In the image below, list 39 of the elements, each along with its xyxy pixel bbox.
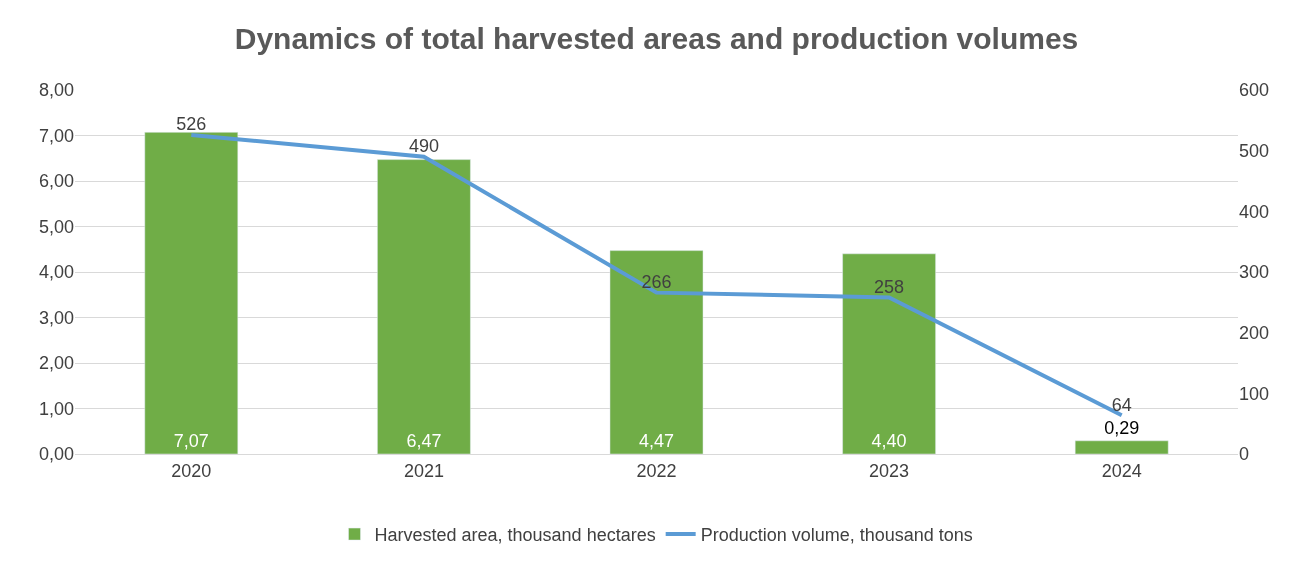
chart-title: Dynamics of total harvested areas and production volumes [234,22,1079,56]
data-label: 258 [874,276,905,297]
y2-tick-label: 100 [1239,383,1270,404]
y-tick-label: 6,00 [38,171,74,192]
y2-tick-label: 400 [1239,201,1270,222]
y2-tick-label: 500 [1239,140,1270,161]
bar [1074,440,1169,454]
x-tick-label: 2023 [869,460,910,481]
bar [842,253,936,454]
y-tick-label: 0,00 [38,444,74,465]
legend-label: Production volume, thousand tons [700,525,973,546]
y-tick-label: 5,00 [38,216,74,237]
y-tick-label: 3,00 [38,307,74,328]
y-tick-label: 4,00 [38,262,74,283]
bar [377,159,471,454]
y-tick-label: 7,00 [38,125,74,146]
data-label: 0,29 [1104,417,1140,438]
data-label: 64 [1111,394,1132,415]
data-label: 7,07 [173,431,209,451]
x-tick-label: 2022 [636,460,677,481]
y-tick-label: 8,00 [38,80,74,101]
data-label: 490 [408,136,439,157]
y-tick-label: 1,00 [38,398,74,419]
legend-label: Harvested area, thousand hectares [374,525,656,546]
data-label: 266 [641,272,672,293]
y2-tick-label: 300 [1239,262,1270,283]
data-label: 526 [176,114,207,135]
x-tick-label: 2021 [403,460,444,481]
data-label: 6,47 [406,431,442,451]
x-tick-label: 2020 [171,460,212,481]
bar [144,132,239,454]
y2-tick-label: 600 [1239,80,1270,101]
y-tick-label: 2,00 [38,353,74,374]
bar [609,250,704,454]
data-label: 4,40 [871,431,907,451]
y2-tick-label: 200 [1239,322,1270,343]
y2-tick-label: 0 [1239,444,1250,465]
x-tick-label: 2024 [1101,460,1142,481]
data-label: 4,47 [638,431,675,451]
